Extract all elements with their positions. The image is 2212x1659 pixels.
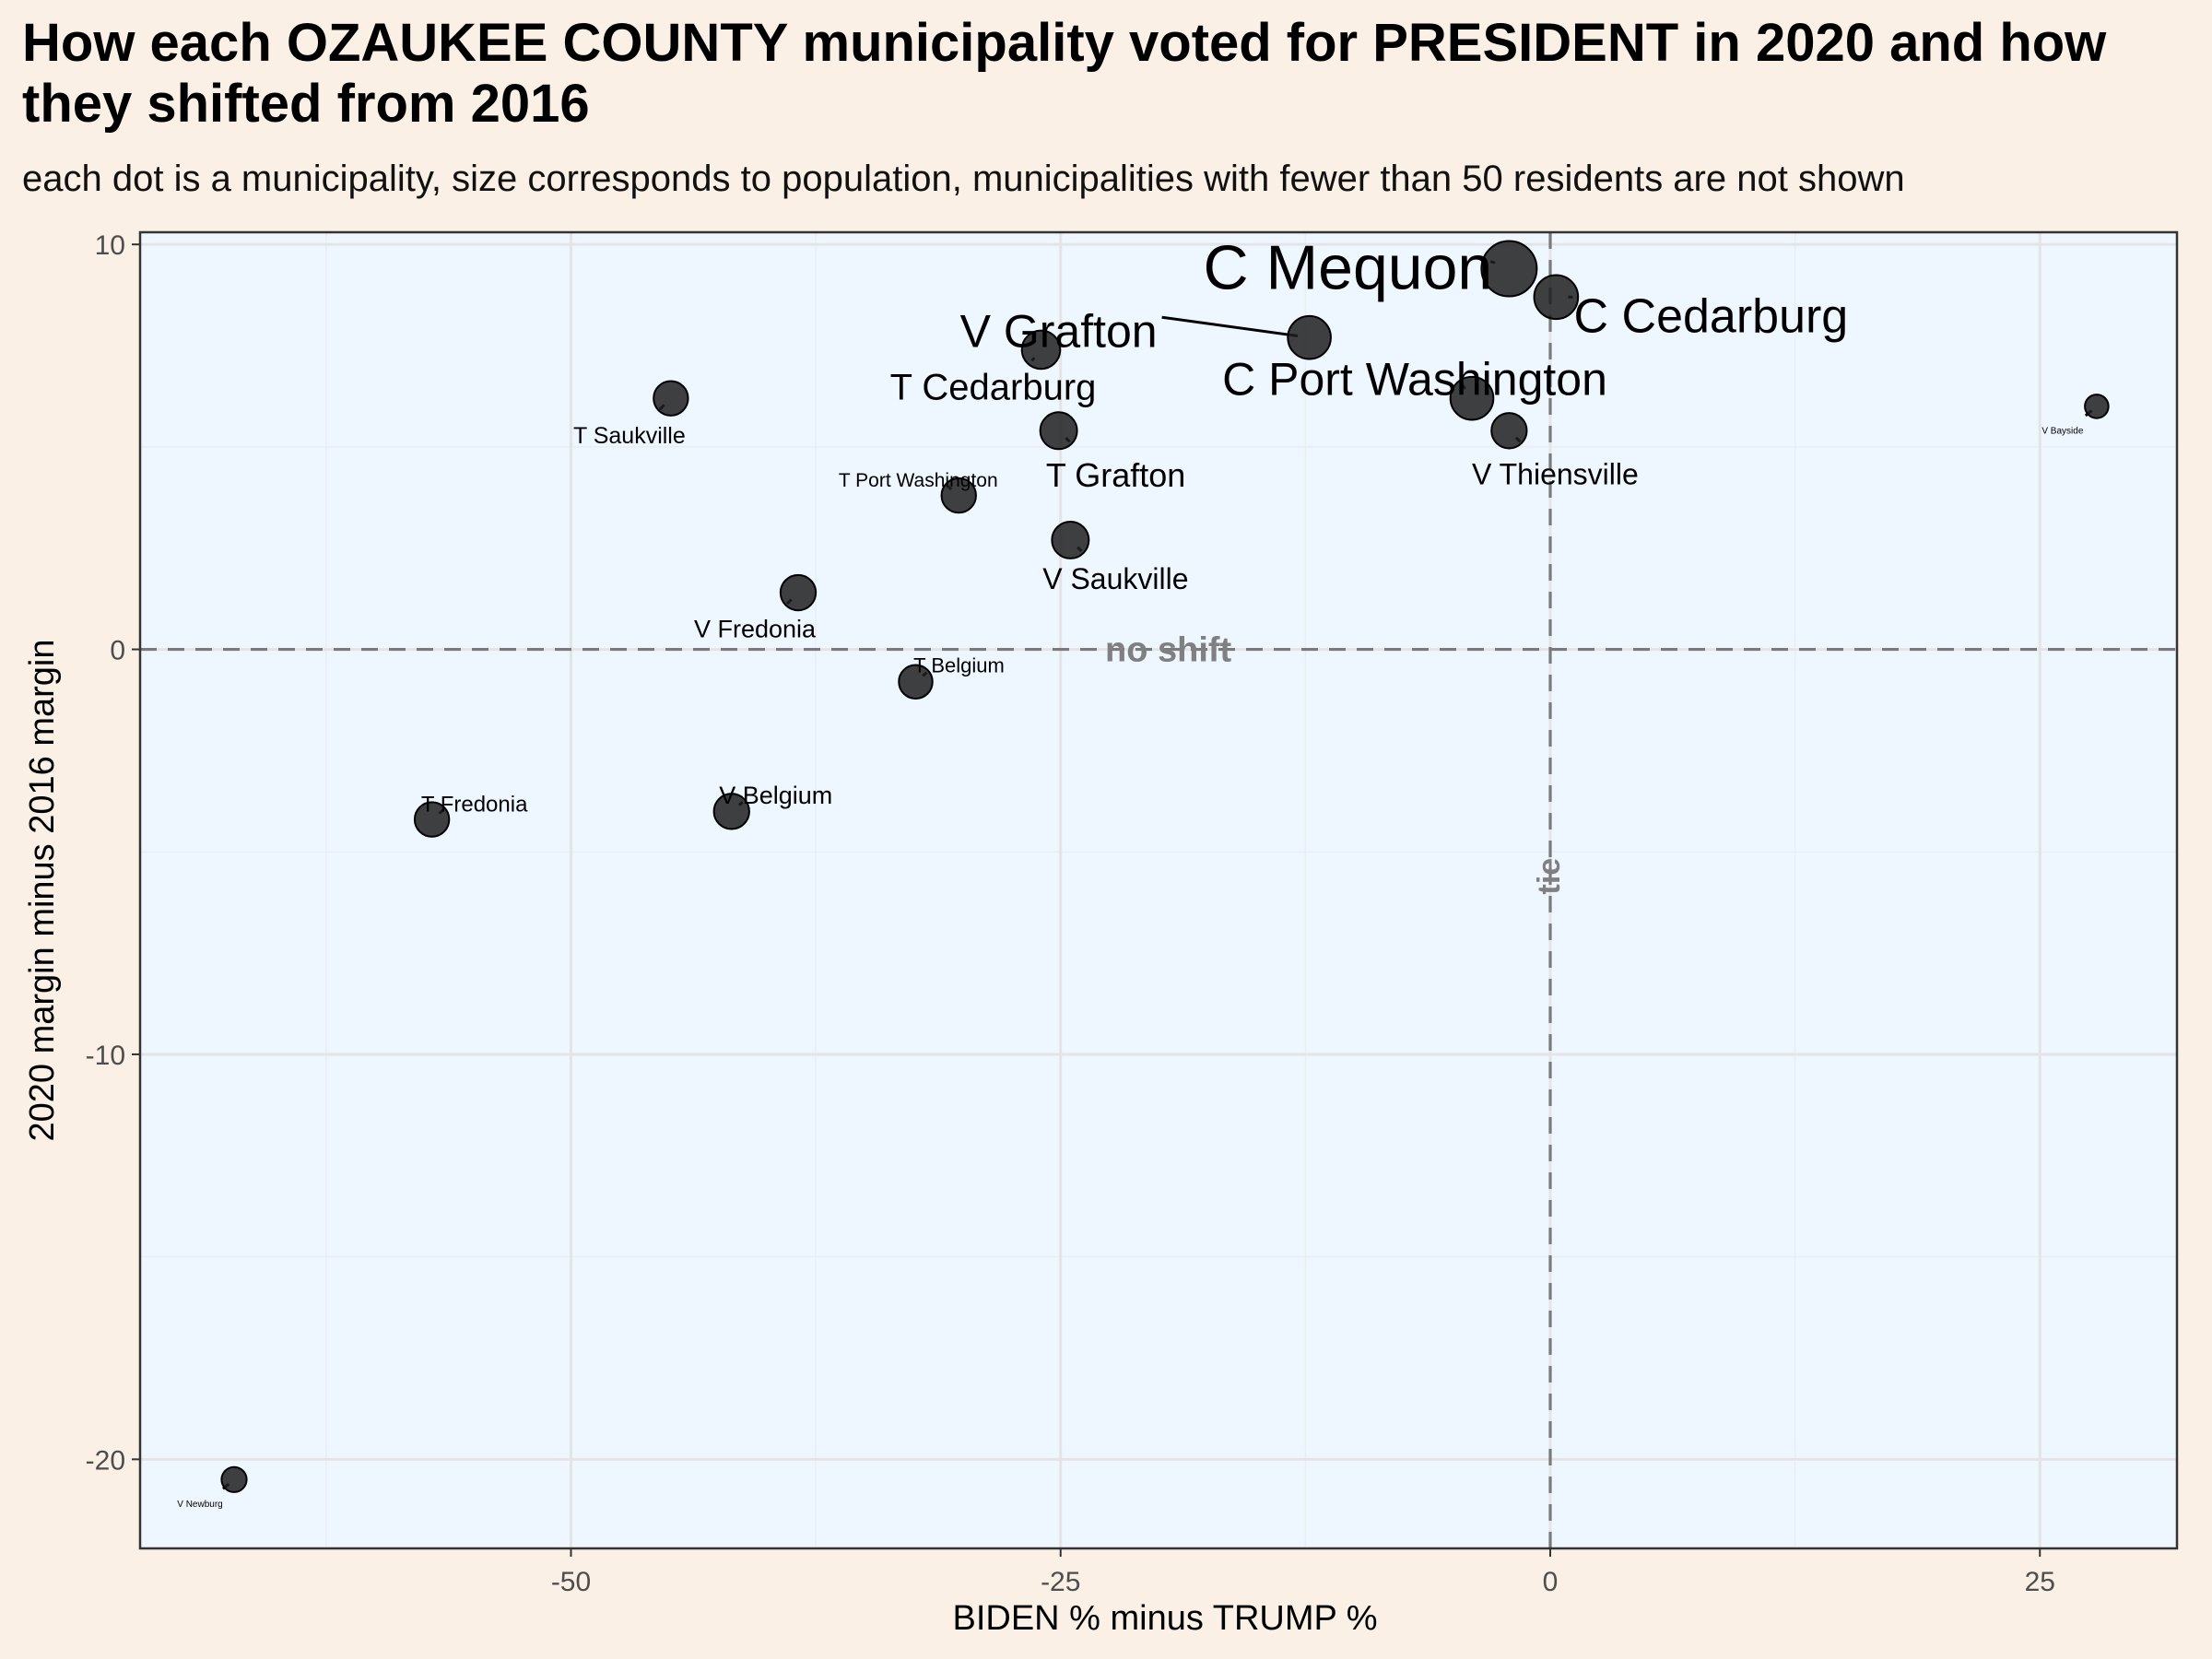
label-v-newburg: V Newburg bbox=[177, 1500, 222, 1510]
panel-border bbox=[138, 230, 2179, 1550]
point-c-cedarburg bbox=[1533, 274, 1580, 321]
y-tick-label: 10 bbox=[95, 230, 125, 261]
point-t-cedarburg bbox=[1020, 329, 1062, 371]
y-tick-label: -20 bbox=[86, 1445, 125, 1476]
point-t-port-washington bbox=[940, 477, 977, 514]
point-t-fredonia bbox=[413, 801, 451, 838]
x-tick-label: -25 bbox=[1041, 1567, 1080, 1597]
point-c-mequon bbox=[1480, 240, 1538, 298]
point-v-bayside bbox=[2084, 394, 2110, 419]
x-axis-title: BIDEN % minus TRUMP % bbox=[952, 1599, 1377, 1638]
plot-panel bbox=[140, 232, 2177, 1548]
point-v-thiensville bbox=[1490, 412, 1528, 450]
label-v-thiensville: V Thiensville bbox=[1472, 457, 1639, 490]
label-t-cedarburg: T Cedarburg bbox=[890, 367, 1097, 407]
label-t-grafton: T Grafton bbox=[1046, 456, 1185, 494]
point-v-saukville bbox=[1051, 520, 1090, 559]
point-t-grafton bbox=[1039, 411, 1078, 451]
x-tick-label: -50 bbox=[551, 1567, 591, 1597]
label-v-bayside: V Bayside bbox=[2041, 426, 2083, 436]
label-c-mequon: C Mequon bbox=[1204, 232, 1493, 302]
y-tick-label: 0 bbox=[110, 636, 125, 666]
point-v-newburg bbox=[220, 1465, 248, 1493]
label-t-saukville: T Saukville bbox=[573, 423, 686, 449]
point-v-belgium bbox=[712, 793, 750, 830]
chart-subtitle: each dot is a municipality, size corresp… bbox=[22, 159, 1905, 199]
point-c-port-washington bbox=[1449, 375, 1495, 421]
label-c-port-washington: C Port Washington bbox=[1222, 354, 1607, 406]
label-v-belgium: V Belgium bbox=[719, 782, 832, 809]
chart-title: How each OZAUKEE COUNTY municipality vot… bbox=[22, 13, 2107, 134]
tie-label: tie bbox=[1532, 858, 1567, 895]
no-shift-label: no shift bbox=[1105, 631, 1232, 670]
x-tick-label: 0 bbox=[1543, 1567, 1559, 1597]
label-t-fredonia: T Fredonia bbox=[421, 793, 528, 818]
label-t-port-washington: T Port Washington bbox=[839, 470, 998, 491]
point-v-fredonia bbox=[779, 573, 818, 612]
point-t-saukville bbox=[653, 380, 689, 417]
label-v-fredonia: V Fredonia bbox=[694, 616, 817, 643]
point-t-belgium bbox=[898, 664, 934, 700]
label-t-belgium: T Belgium bbox=[913, 653, 1005, 677]
x-tick-label: 25 bbox=[2025, 1567, 2055, 1597]
y-axis-title: 2020 margin minus 2016 margin bbox=[23, 640, 62, 1142]
point-v-grafton bbox=[1287, 314, 1332, 360]
label-v-saukville: V Saukville bbox=[1042, 562, 1188, 595]
label-c-cedarburg: C Cedarburg bbox=[1574, 290, 1849, 344]
leader-v-grafton bbox=[1161, 315, 1299, 337]
label-v-grafton: V Grafton bbox=[960, 306, 1158, 358]
y-tick-label: -10 bbox=[86, 1041, 125, 1071]
